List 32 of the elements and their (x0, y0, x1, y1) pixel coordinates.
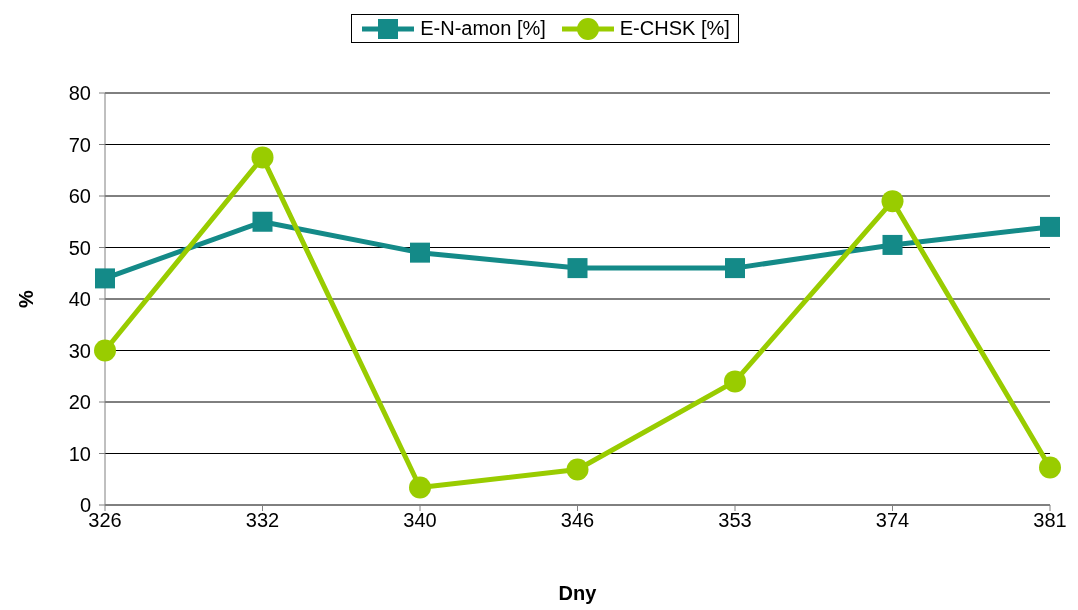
y-tick-label: 70 (68, 133, 91, 156)
y-axis-title: % (15, 289, 38, 308)
point (410, 242, 430, 263)
x-tick-label: 340 (403, 509, 437, 532)
x-tick-label: 374 (875, 509, 910, 532)
point (566, 458, 589, 481)
x-tick-label: 332 (245, 509, 280, 532)
point (252, 211, 273, 232)
legend-label: E-N-amon [%] (420, 17, 546, 40)
point (409, 476, 431, 499)
y-tick-label: 10 (68, 442, 91, 465)
legend-label: E-CHSK [%] (619, 17, 730, 40)
y-tick-label: 30 (68, 339, 91, 362)
point (725, 258, 745, 279)
point (882, 234, 903, 255)
y-tick-label: 60 (68, 185, 91, 208)
y-tick-label: 80 (68, 82, 91, 105)
x-tick-label: 346 (560, 509, 595, 532)
point (567, 258, 588, 279)
y-tick-label: 20 (68, 391, 91, 414)
point (251, 146, 274, 169)
point (1039, 456, 1061, 479)
y-tick-label: 50 (68, 236, 91, 259)
point (1040, 216, 1060, 237)
x-tick-label: 353 (718, 509, 752, 532)
point (94, 339, 116, 362)
point (881, 190, 904, 213)
y-tick-label: 40 (68, 288, 91, 311)
x-axis-title: Dny (558, 582, 598, 604)
x-tick-label: 381 (1033, 509, 1067, 532)
point (724, 370, 746, 393)
point (95, 268, 115, 289)
